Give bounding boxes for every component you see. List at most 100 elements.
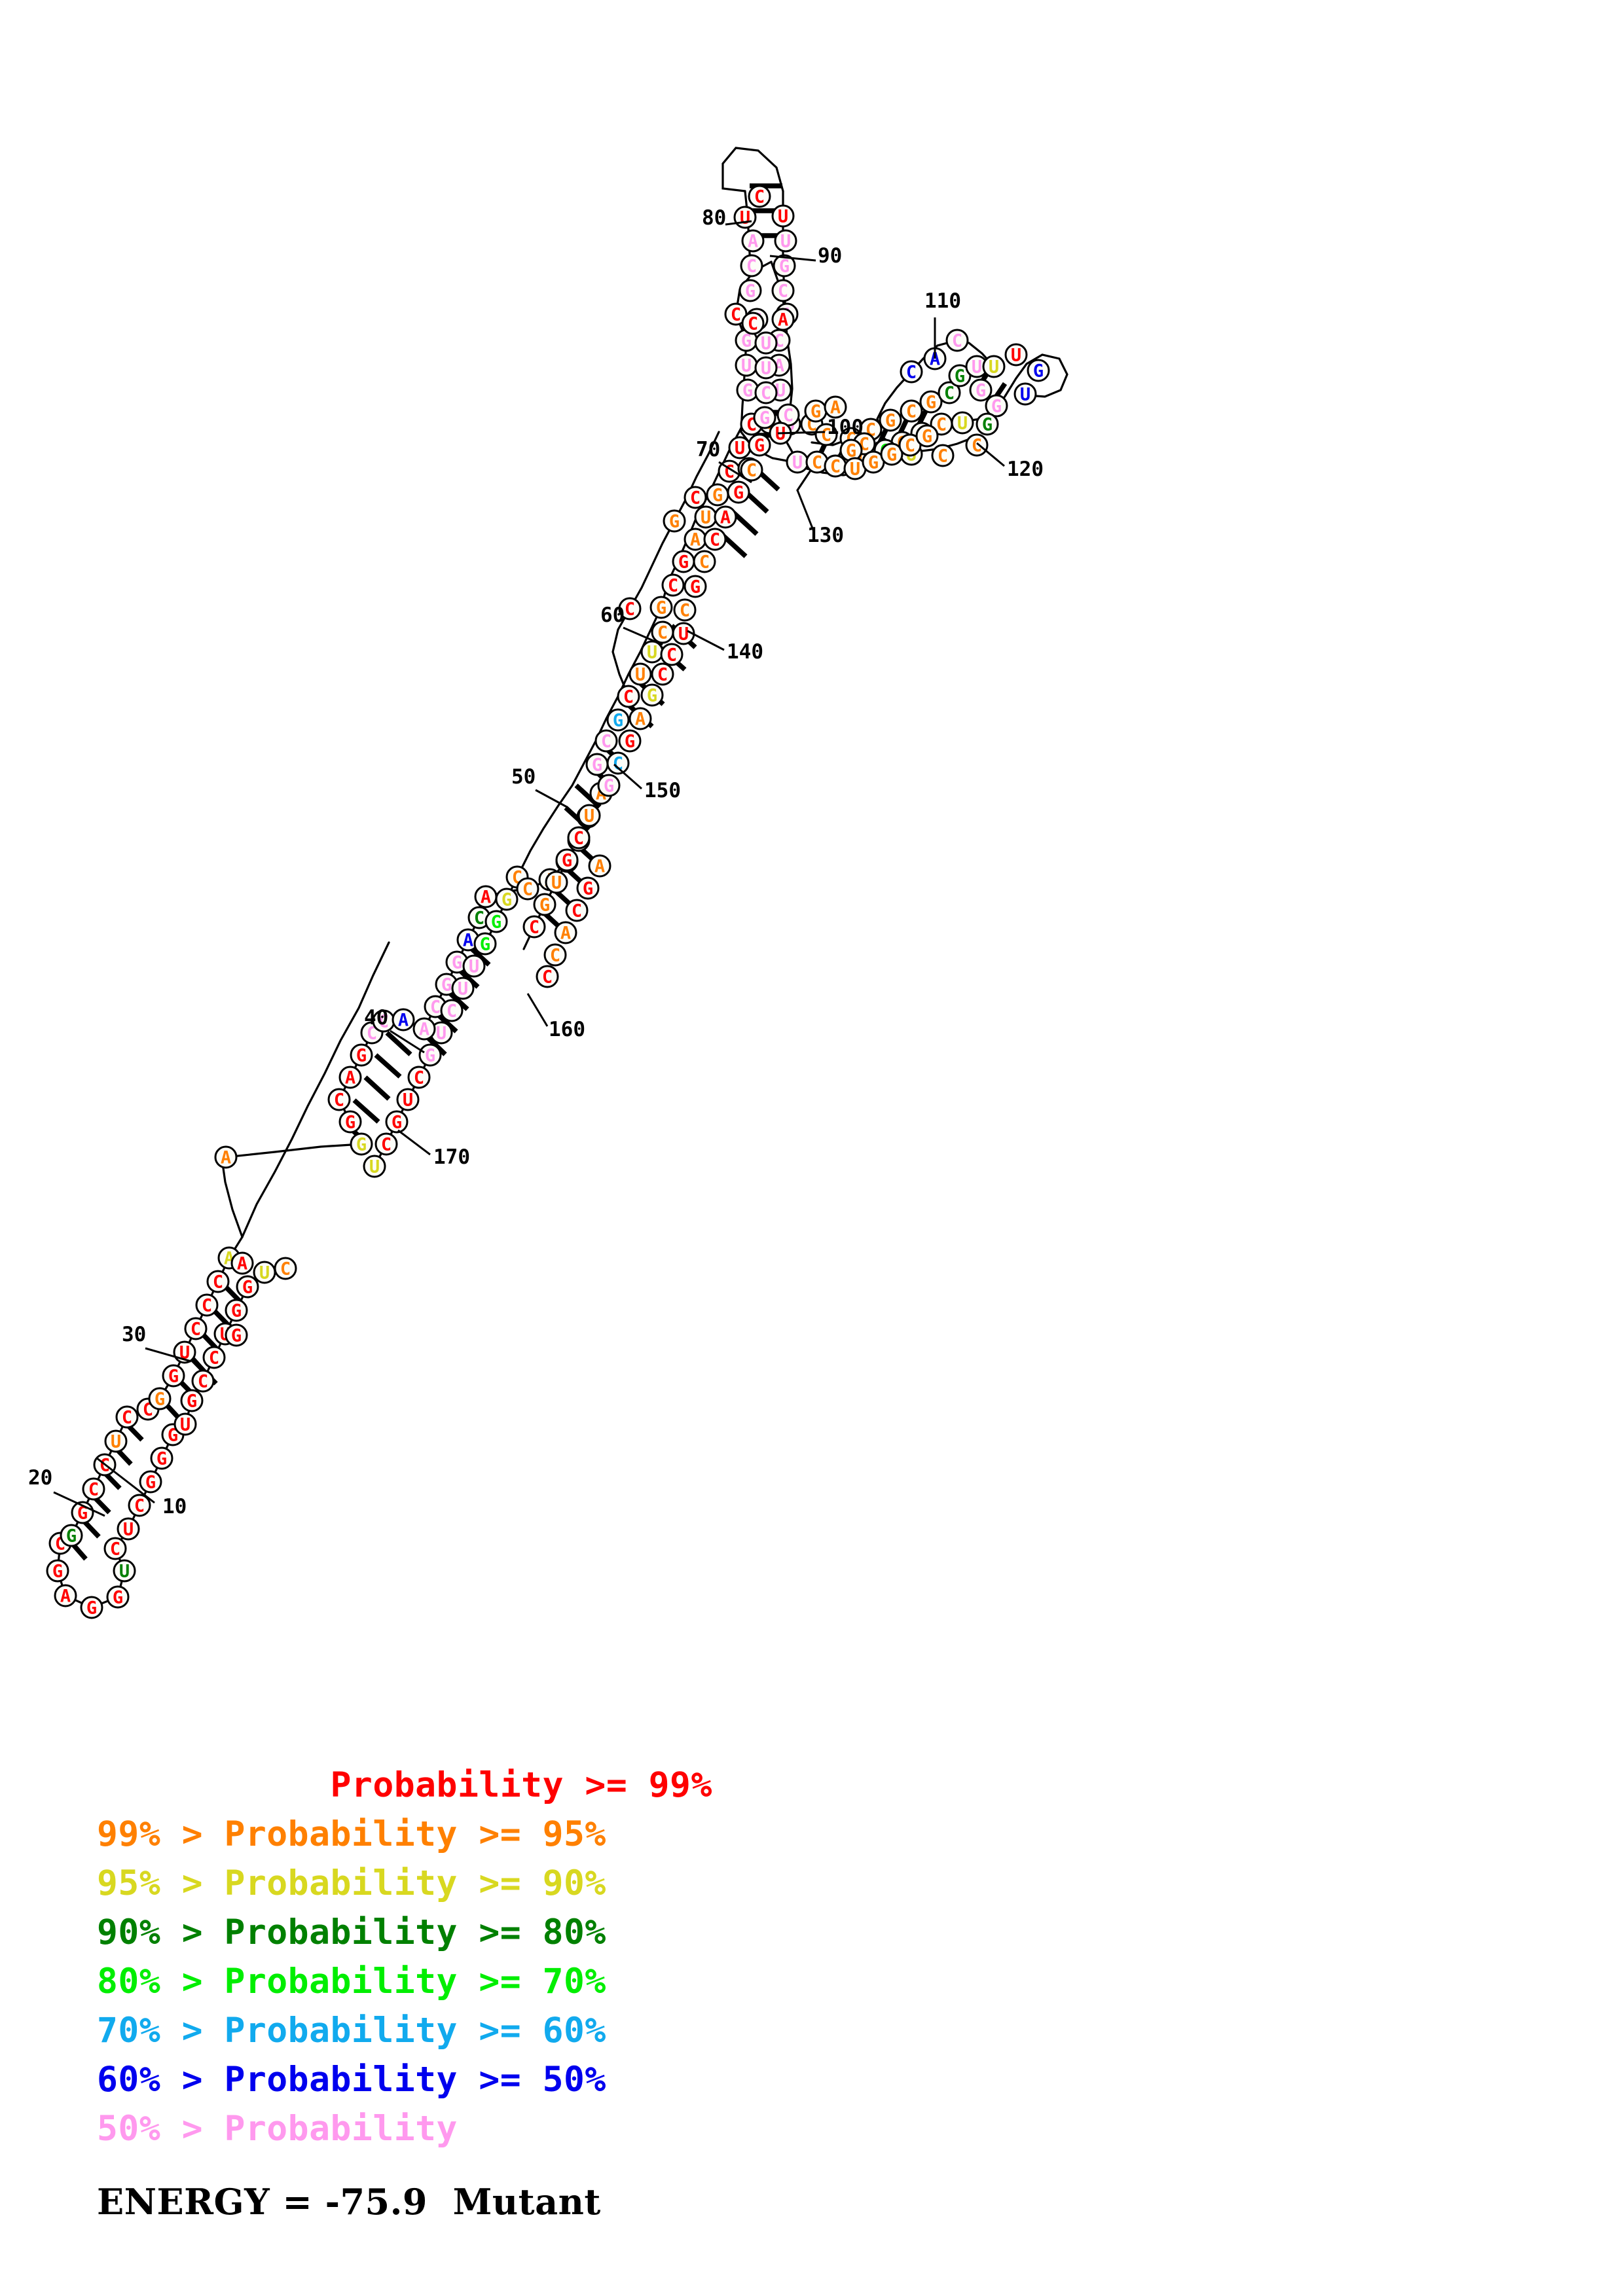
svg-text:U: U xyxy=(635,665,646,685)
svg-text:G: G xyxy=(441,975,452,996)
svg-text:U: U xyxy=(123,1520,134,1540)
nucleotide-C-99: C xyxy=(618,597,642,620)
legend-row-4: 80% > Probability >= 70% xyxy=(0,1957,1623,2006)
svg-text:A: A xyxy=(748,232,758,252)
index-label-120: 120 xyxy=(976,442,1044,481)
svg-text:C: C xyxy=(110,1539,120,1560)
svg-text:G: G xyxy=(66,1526,77,1547)
svg-text:C: C xyxy=(668,576,678,596)
svg-text:U: U xyxy=(761,334,771,354)
svg-text:30: 30 xyxy=(122,1323,146,1346)
nucleotide-C-43: C xyxy=(374,1132,398,1156)
nucleotide-A-79: A xyxy=(588,854,611,878)
nucleotide-C-62: C xyxy=(467,906,491,929)
nucleotide-C-100: C xyxy=(651,620,674,644)
svg-text:C: C xyxy=(414,1068,424,1088)
probability-legend: Probability >= 99% 99% > Probability >= … xyxy=(0,1761,1623,2223)
index-label-20: 20 xyxy=(28,1466,105,1517)
nucleotide-G-90: G xyxy=(618,729,642,753)
nucleotide-C-152: C xyxy=(741,312,765,335)
svg-text:130: 130 xyxy=(807,524,844,547)
svg-text:G: G xyxy=(647,686,657,706)
svg-text:G: G xyxy=(231,1326,242,1346)
nucleotide-C-36: C xyxy=(274,1257,297,1280)
index-label-170: 170 xyxy=(397,1129,470,1169)
svg-text:C: C xyxy=(550,946,560,966)
index-label-90: 90 xyxy=(769,244,842,268)
svg-text:A: A xyxy=(930,350,940,370)
legend-text-4: 80% > Probability >= 70% xyxy=(97,1962,606,2001)
svg-text:10: 10 xyxy=(162,1495,187,1518)
legend-row-2: 95% > Probability >= 90% xyxy=(0,1859,1623,1908)
nucleotide-U-35: U xyxy=(253,1261,276,1284)
svg-text:G: G xyxy=(583,879,593,899)
nucleotide-C-40: C xyxy=(327,1088,351,1111)
nucleotide-A-139: A xyxy=(741,229,765,253)
svg-text:C: C xyxy=(680,601,690,621)
nucleotide-G-21: G xyxy=(180,1389,204,1412)
nucleotide-G-162: G xyxy=(919,390,943,414)
legend-row-5: 70% > Probability >= 60% xyxy=(0,2006,1623,2055)
svg-text:G: G xyxy=(242,1278,253,1298)
svg-text:170: 170 xyxy=(433,1145,470,1169)
nucleotide-G-32: G xyxy=(236,1275,259,1299)
index-label-40: 40 xyxy=(364,1006,425,1054)
svg-text:G: G xyxy=(745,281,756,302)
nucleotide-U-187: U xyxy=(843,457,867,480)
svg-text:G: G xyxy=(811,402,821,422)
svg-text:U: U xyxy=(701,508,711,528)
nucleotide-U-76: U xyxy=(545,870,568,894)
nucleotide-A-64: A xyxy=(474,885,498,908)
svg-text:G: G xyxy=(742,381,753,401)
nucleotide-G-89: G xyxy=(606,708,630,732)
svg-text:G: G xyxy=(926,393,936,413)
svg-text:C: C xyxy=(778,281,788,302)
nucleotide-C-9: C xyxy=(82,1477,105,1501)
nucleotide-G-0: G xyxy=(46,1559,69,1583)
svg-text:G: G xyxy=(886,445,897,465)
svg-text:C: C xyxy=(748,314,758,334)
index-label-150: 150 xyxy=(613,763,681,802)
nucleotide-C-124: C xyxy=(814,423,838,446)
nucleotide-U-173: U xyxy=(1004,343,1028,367)
svg-text:C: C xyxy=(754,187,765,207)
svg-text:G: G xyxy=(669,512,680,532)
nucleotide-C-84: C xyxy=(536,965,559,988)
svg-text:G: G xyxy=(982,415,993,435)
nucleotide-U-20: U xyxy=(173,1412,197,1436)
svg-text:100: 100 xyxy=(827,416,864,439)
nucleotide-A-34: A xyxy=(230,1251,254,1275)
nucleotide-A-37: A xyxy=(214,1145,238,1169)
svg-text:U: U xyxy=(584,806,594,827)
nucleotide-C-24: C xyxy=(184,1317,208,1340)
svg-text:C: C xyxy=(334,1090,344,1111)
nucleotide-U-57: U xyxy=(451,977,475,1000)
svg-text:G: G xyxy=(846,441,856,461)
svg-text:G: G xyxy=(656,598,666,619)
svg-text:G: G xyxy=(922,427,932,447)
nucleotide-U-172: U xyxy=(982,355,1006,378)
svg-text:C: C xyxy=(657,665,668,685)
svg-text:C: C xyxy=(134,1496,145,1516)
svg-text:U: U xyxy=(111,1432,121,1452)
nucleotide-U-175: U xyxy=(1013,382,1037,406)
svg-text:C: C xyxy=(202,1296,212,1316)
nucleotide-A-107: A xyxy=(684,528,707,551)
index-label-130: 130 xyxy=(796,490,844,547)
svg-text:G: G xyxy=(168,1426,178,1446)
svg-text:U: U xyxy=(792,453,803,473)
nucleotide-C-143: C xyxy=(748,185,771,208)
nucleotide-C-5: C xyxy=(103,1537,127,1560)
svg-text:U: U xyxy=(741,356,752,376)
svg-text:G: G xyxy=(955,367,965,387)
svg-text:C: C xyxy=(944,384,955,404)
nucleotide-G-18: G xyxy=(150,1446,173,1470)
nucleotide-C-185: C xyxy=(805,450,829,474)
svg-text:G: G xyxy=(562,851,572,871)
svg-text:G: G xyxy=(113,1588,123,1608)
index-label-70: 70 xyxy=(696,438,752,484)
nucleotide-C-49: C xyxy=(407,1066,431,1089)
svg-text:A: A xyxy=(60,1587,71,1607)
svg-text:C: C xyxy=(731,305,741,325)
nucleotide-G-114: G xyxy=(727,480,750,504)
